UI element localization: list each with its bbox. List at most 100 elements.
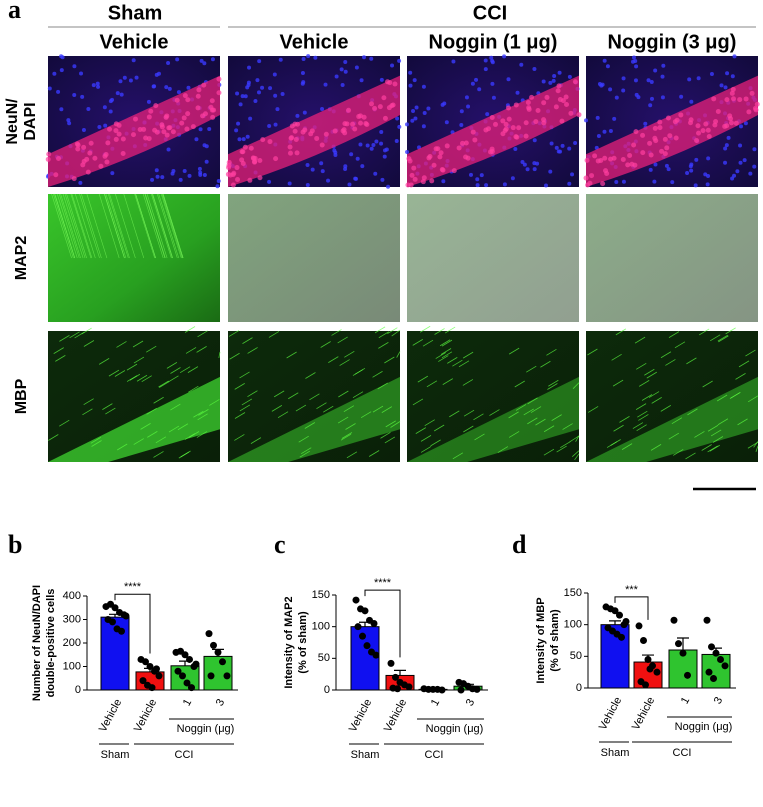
dendrite <box>123 193 145 259</box>
data-point <box>372 651 380 659</box>
micrograph <box>48 193 220 322</box>
neuron <box>523 133 529 139</box>
data-point <box>708 643 715 651</box>
neuron <box>164 132 170 138</box>
fiber <box>650 444 662 451</box>
x-tick-label: 3 <box>214 697 227 708</box>
fiber <box>571 450 580 457</box>
neuron <box>674 117 680 123</box>
micrograph <box>407 194 579 322</box>
fiber <box>698 328 710 336</box>
nucleus <box>301 56 306 61</box>
neuron <box>602 155 608 161</box>
nucleus <box>483 67 488 72</box>
neuron <box>724 97 730 103</box>
column-header: Noggin (1 μg) <box>429 31 558 53</box>
fiber <box>546 348 557 356</box>
nucleus <box>522 162 527 167</box>
fiber <box>444 326 456 334</box>
neuron <box>657 125 663 131</box>
nucleus <box>194 137 199 142</box>
fiber <box>197 330 208 338</box>
fiber-band <box>48 376 220 462</box>
nucleus <box>166 147 171 152</box>
neuron <box>292 128 298 134</box>
dendrite <box>58 193 80 259</box>
data-point <box>642 681 649 689</box>
nucleus <box>108 99 113 104</box>
neuron <box>459 140 465 146</box>
x-tick-label: 1 <box>429 697 442 708</box>
neuron <box>733 120 739 126</box>
data-point <box>183 679 191 687</box>
neuron <box>161 129 167 135</box>
fiber <box>665 359 676 366</box>
neuron <box>81 144 87 150</box>
nucleus <box>412 78 417 83</box>
nucleus <box>333 152 338 157</box>
nucleus <box>485 112 490 117</box>
fiber <box>611 353 622 361</box>
fiber <box>439 339 451 347</box>
fiber <box>147 431 158 438</box>
fiber-band <box>407 376 579 462</box>
fiber <box>712 436 724 443</box>
neuron <box>627 152 633 158</box>
neuron <box>248 145 254 151</box>
group-label: Sham <box>101 749 130 761</box>
neuron <box>340 128 346 134</box>
fiber <box>717 418 729 426</box>
nucleus <box>484 183 489 188</box>
fiber <box>420 435 432 442</box>
nucleus <box>353 176 358 181</box>
nucleus <box>477 87 482 92</box>
y-axis-label: Intensity of MBP <box>535 597 547 683</box>
data-point <box>122 612 130 620</box>
fiber <box>288 392 299 400</box>
y-tick-label: 200 <box>63 637 81 649</box>
nucleus <box>648 103 653 108</box>
dendrite <box>152 193 174 259</box>
fiber <box>619 416 630 423</box>
neuron <box>703 121 709 127</box>
data-point <box>635 622 643 630</box>
nucleus <box>490 60 495 65</box>
fiber <box>132 340 144 348</box>
nucleus <box>608 128 613 133</box>
fiber <box>53 347 64 354</box>
y-tick-label: 100 <box>312 621 330 633</box>
dendrite <box>56 193 78 259</box>
data-point <box>210 641 217 649</box>
neuron <box>657 119 663 125</box>
neuron <box>323 131 329 137</box>
nucleus <box>621 76 626 81</box>
nucleus <box>160 175 165 180</box>
neuron <box>706 133 712 139</box>
neuron <box>648 152 654 158</box>
neuron <box>715 108 721 114</box>
fiber <box>489 409 500 416</box>
nucleus <box>358 142 363 147</box>
column-header: Vehicle <box>100 31 169 53</box>
fiber <box>323 405 334 413</box>
nucleus <box>466 104 471 109</box>
nucleus <box>80 94 85 99</box>
fiber <box>187 366 199 373</box>
fiber <box>621 443 633 450</box>
neuron <box>71 176 77 182</box>
panel-letter: d <box>512 530 527 559</box>
neuron <box>252 159 258 165</box>
nucleus <box>118 79 123 84</box>
nucleus <box>520 160 525 165</box>
neuron <box>195 93 201 99</box>
fiber <box>341 432 353 439</box>
nucleus <box>267 179 272 184</box>
data-point <box>394 685 401 693</box>
fiber <box>644 368 655 376</box>
nucleus <box>164 85 169 90</box>
dendrite <box>146 193 168 259</box>
nucleus <box>202 61 207 66</box>
group-label: CCI <box>175 749 194 761</box>
neuron <box>553 104 559 110</box>
nucleus <box>726 135 731 140</box>
